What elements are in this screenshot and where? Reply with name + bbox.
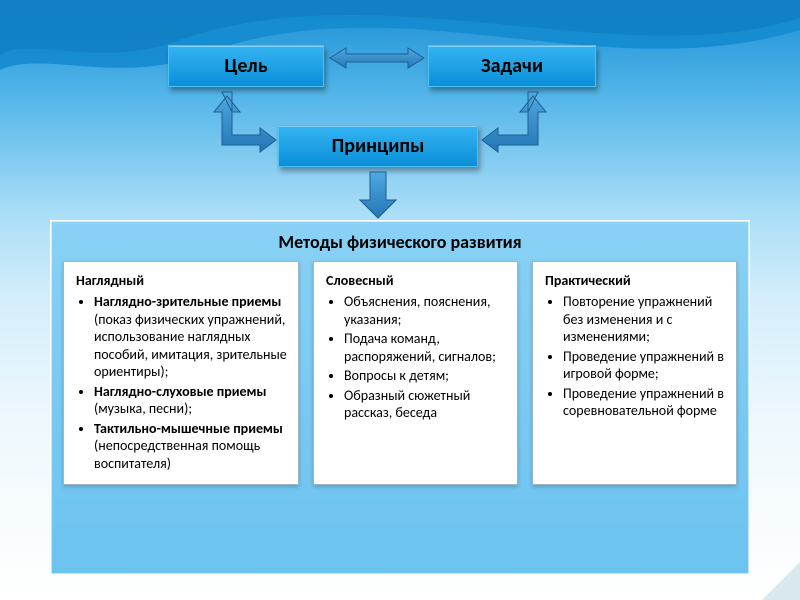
method-list: Объяснения, пояснения, указания; Подача …	[326, 293, 507, 422]
tasks-box: Задачи	[428, 45, 596, 87]
list-item: Тактильно-мышечные приемы (непосредствен…	[94, 420, 288, 473]
list-item: Проведение упражнений в соревновательной…	[563, 385, 726, 420]
list-item: Объяснения, пояснения, указания;	[344, 293, 507, 328]
goal-box: Цель	[168, 45, 324, 87]
method-list: Повторение упражнений без изменения и с …	[545, 293, 726, 420]
list-item: Проведение упражнений в игровой форме;	[563, 348, 726, 383]
method-card-practical: Практический Повторение упражнений без и…	[532, 261, 737, 485]
goal-label: Цель	[224, 54, 267, 78]
method-heading: Практический	[545, 272, 726, 289]
list-item: Наглядно-слуховые приемы (музыка, песни)…	[94, 383, 288, 418]
method-heading: Словесный	[326, 272, 507, 289]
methods-columns: Наглядный Наглядно-зрительные приемы (по…	[51, 261, 749, 497]
tasks-label: Задачи	[481, 54, 543, 78]
page-corner-fold	[762, 562, 800, 600]
principles-box: Принципы	[278, 125, 478, 167]
list-item: Вопросы к детям;	[344, 367, 507, 385]
method-list: Наглядно-зрительные приемы (показ физиче…	[76, 293, 288, 472]
method-card-visual: Наглядный Наглядно-зрительные приемы (по…	[63, 261, 299, 485]
list-item: Подача команд, распоряжений, сигналов;	[344, 330, 507, 365]
panel-title: Методы физического развития	[51, 221, 749, 261]
list-item: Повторение упражнений без изменения и с …	[563, 293, 726, 346]
decorative-wave	[0, 0, 800, 110]
method-heading: Наглядный	[76, 272, 288, 289]
method-card-verbal: Словесный Объяснения, пояснения, указани…	[313, 261, 518, 485]
list-item: Наглядно-зрительные приемы (показ физиче…	[94, 293, 288, 381]
list-item: Образный сюжетный рассказ, беседа	[344, 387, 507, 422]
methods-panel: Методы физического развития Наглядный На…	[50, 220, 750, 575]
principles-label: Принципы	[332, 134, 425, 158]
